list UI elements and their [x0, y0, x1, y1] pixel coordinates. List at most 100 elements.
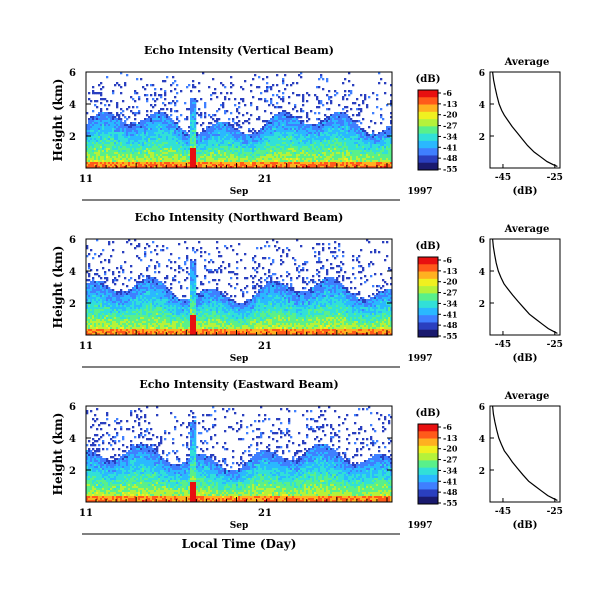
heatmap-cell [336, 114, 339, 117]
heatmap-cell [86, 317, 89, 320]
heatmap-cell [186, 160, 189, 163]
heatmap-cell [378, 140, 381, 143]
heatmap-cell [388, 160, 391, 163]
heatmap-cell [272, 154, 275, 157]
heatmap-cell [290, 162, 293, 165]
heatmap-cell [204, 134, 207, 137]
heatmap-cell [274, 156, 277, 159]
heatmap-cell [216, 152, 219, 155]
heatmap-cell [270, 134, 273, 137]
heatmap-cell [342, 82, 345, 85]
heatmap-cell [228, 126, 231, 129]
heatmap-cell [104, 128, 107, 131]
heatmap-cell [110, 136, 113, 139]
heatmap-cell [112, 241, 115, 244]
heatmap-cell [98, 295, 101, 298]
heatmap-cell [176, 132, 179, 135]
heatmap-cell [242, 138, 245, 141]
heatmap-cell [200, 158, 203, 161]
heatmap-cell [348, 128, 351, 131]
heatmap-cell [98, 327, 101, 330]
heatmap-cell [124, 321, 127, 324]
heatmap-cell [390, 116, 393, 119]
heatmap-cell [274, 132, 277, 135]
heatmap-cell [154, 120, 157, 123]
heatmap-cell [148, 150, 151, 153]
heatmap-cell [92, 126, 95, 129]
heatmap-cell [166, 164, 169, 167]
heatmap-cell [332, 126, 335, 129]
heatmap-cell [228, 118, 231, 121]
heatmap-cell [204, 156, 207, 159]
heatmap-cell [222, 130, 225, 133]
heatmap-cell [344, 150, 347, 153]
heatmap-cell [272, 124, 275, 127]
heatmap-cell [306, 140, 309, 143]
heatmap-cell [138, 297, 141, 300]
colorbar-swatch [418, 133, 438, 142]
heatmap-cell [316, 130, 319, 133]
heatmap-cell [92, 287, 95, 290]
heatmap-cell [280, 152, 283, 155]
heatmap-cell [100, 82, 103, 85]
heatmap-cell [298, 116, 301, 119]
heatmap-cell [100, 138, 103, 141]
heatmap-cell [270, 126, 273, 129]
heatmap-cell [106, 309, 109, 312]
heatmap-cell [264, 162, 267, 165]
heatmap-cell [298, 126, 301, 129]
heatmap-cell [110, 118, 113, 121]
heatmap-cell [102, 281, 105, 284]
heatmap-cell [128, 158, 131, 161]
heatmap-cell [270, 162, 273, 165]
heatmap-cell [94, 307, 97, 310]
heatmap-cell [112, 148, 115, 151]
heatmap-cell [270, 132, 273, 135]
heatmap-cell [260, 150, 263, 153]
heatmap-cell [194, 134, 197, 137]
heatmap-cell [192, 128, 195, 131]
heatmap-cell [136, 92, 139, 95]
heatmap-cell [338, 122, 341, 125]
heatmap-cell [90, 154, 93, 157]
heatmap-cell [100, 142, 103, 145]
heatmap-cell [258, 138, 261, 141]
heatmap-cell [90, 287, 93, 290]
heatmap-cell [112, 160, 115, 163]
heatmap-cell [140, 126, 143, 129]
heatmap-cell [148, 162, 151, 165]
heatmap-cell [150, 126, 153, 129]
heatmap-cell [352, 122, 355, 125]
heatmap-cell [124, 138, 127, 141]
heatmap-cell [140, 325, 143, 328]
heatmap-cell [202, 136, 205, 139]
heatmap-cell [184, 142, 187, 145]
heatmap-cell [136, 156, 139, 159]
heatmap-cell [242, 88, 245, 91]
heatmap-cell [252, 148, 255, 151]
heatmap-cell [114, 128, 117, 131]
heatmap-cell [94, 160, 97, 163]
heatmap-cell [142, 130, 145, 133]
heatmap-cell [312, 166, 315, 169]
heatmap-cell [92, 323, 95, 326]
heatmap-cell [196, 148, 199, 151]
heatmap-cell [116, 82, 119, 85]
heatmap-cell [332, 150, 335, 153]
heatmap-cell [176, 146, 179, 149]
heatmap-cell [208, 164, 211, 167]
heatmap-cell [174, 80, 177, 83]
heatmap-cell [310, 162, 313, 165]
heatmap-cell [152, 98, 155, 101]
heatmap-cell [178, 132, 181, 135]
heatmap-cell [144, 333, 147, 336]
heatmap-cell [186, 116, 189, 119]
heatmap-cells [86, 239, 393, 336]
heatmap-cell [196, 140, 199, 143]
heatmap-cell [294, 120, 297, 123]
heatmap-cell [114, 152, 117, 155]
heatmap-cell [258, 162, 261, 165]
heatmap-cell [280, 148, 283, 151]
heatmap-cell [88, 323, 91, 326]
heatmap-cell [204, 146, 207, 149]
